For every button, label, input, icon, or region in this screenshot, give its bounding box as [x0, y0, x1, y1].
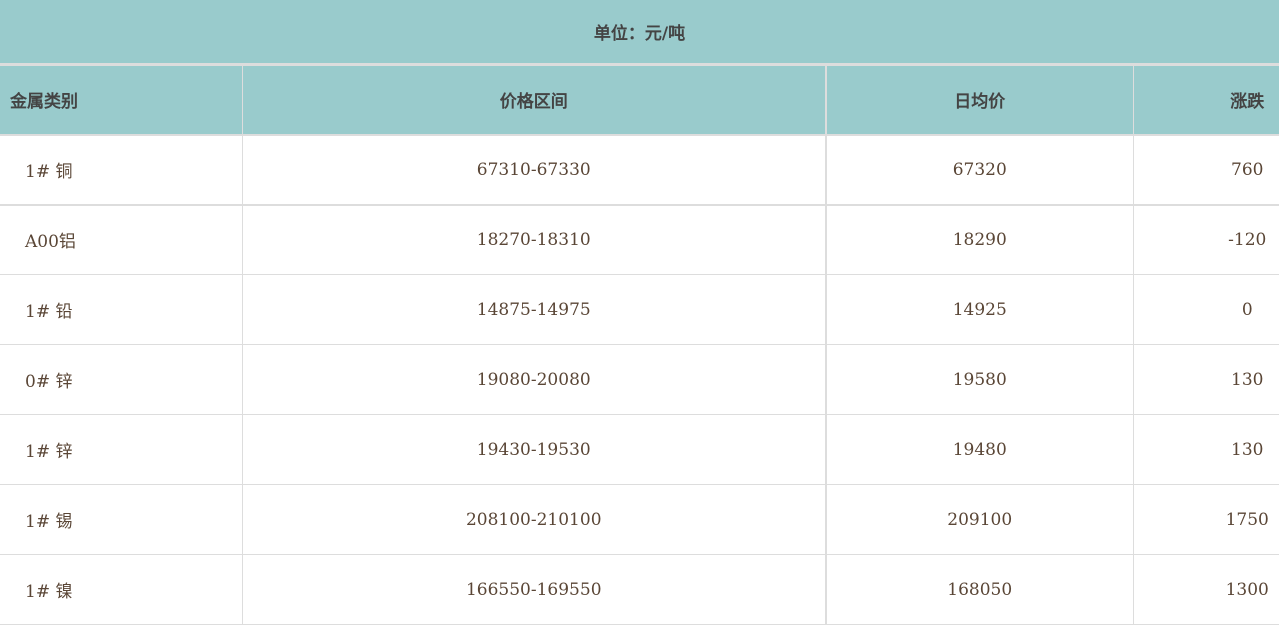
cell-metal-type: 1# 铅 — [0, 274, 243, 345]
table-row: 1# 铜 67310-67330 67320 760 — [0, 134, 1279, 206]
cell-metal-type: 1# 铜 — [0, 134, 243, 206]
cell-metal-type: 0# 锌 — [0, 344, 243, 415]
cell-average-price: 18290 — [825, 204, 1134, 275]
cell-price-range: 208100-210100 — [241, 484, 827, 555]
header-price-range: 价格区间 — [241, 65, 827, 136]
cell-metal-type: 1# 镍 — [0, 554, 243, 625]
cell-average-price: 209100 — [825, 484, 1134, 555]
cell-average-price: 19480 — [825, 414, 1134, 485]
table-body: 1# 铜 67310-67330 67320 760 A00铝 18270-18310 18… — [0, 134, 1279, 625]
cell-change: 1300 — [1132, 554, 1279, 625]
table-row: 1# 锡 208100-210100 209100 1750 — [0, 484, 1279, 555]
cell-change: 0 — [1132, 274, 1279, 345]
cell-change: 130 — [1132, 414, 1279, 485]
cell-price-range: 19430-19530 — [241, 414, 827, 485]
cell-change: 130 — [1132, 344, 1279, 415]
cell-metal-type: 1# 锡 — [0, 484, 243, 555]
cell-change: -120 — [1132, 204, 1279, 275]
table-row: A00铝 18270-18310 18290 -120 — [0, 204, 1279, 275]
cell-average-price: 168050 — [825, 554, 1134, 625]
header-change: 涨跌 — [1132, 65, 1279, 136]
cell-price-range: 19080-20080 — [241, 344, 827, 415]
table-row: 0# 锌 19080-20080 19580 130 — [0, 344, 1279, 415]
table-row: 1# 锌 19430-19530 19480 130 — [0, 414, 1279, 485]
cell-price-range: 18270-18310 — [241, 204, 827, 275]
table-row: 1# 镍 166550-169550 168050 1300 — [0, 554, 1279, 625]
cell-price-range: 67310-67330 — [241, 134, 827, 206]
table-row: 1# 铅 14875-14975 14925 0 — [0, 274, 1279, 345]
header-average-price: 日均价 — [825, 65, 1134, 136]
cell-price-range: 166550-169550 — [241, 554, 827, 625]
cell-change: 760 — [1132, 134, 1279, 206]
header-metal-type: 金属类别 — [0, 65, 243, 136]
table-header-row: 金属类别 价格区间 日均价 涨跌 — [0, 65, 1279, 136]
cell-average-price: 67320 — [825, 134, 1134, 206]
cell-metal-type: A00铝 — [0, 204, 243, 275]
unit-caption: 单位：元/吨 — [0, 0, 1279, 65]
cell-metal-type: 1# 锌 — [0, 414, 243, 485]
metal-price-table: 金属类别 价格区间 日均价 涨跌 1# 铜 67310-67330 67320 760… — [0, 65, 1279, 625]
cell-change: 1750 — [1132, 484, 1279, 555]
cell-price-range: 14875-14975 — [241, 274, 827, 345]
cell-average-price: 14925 — [825, 274, 1134, 345]
cell-average-price: 19580 — [825, 344, 1134, 415]
